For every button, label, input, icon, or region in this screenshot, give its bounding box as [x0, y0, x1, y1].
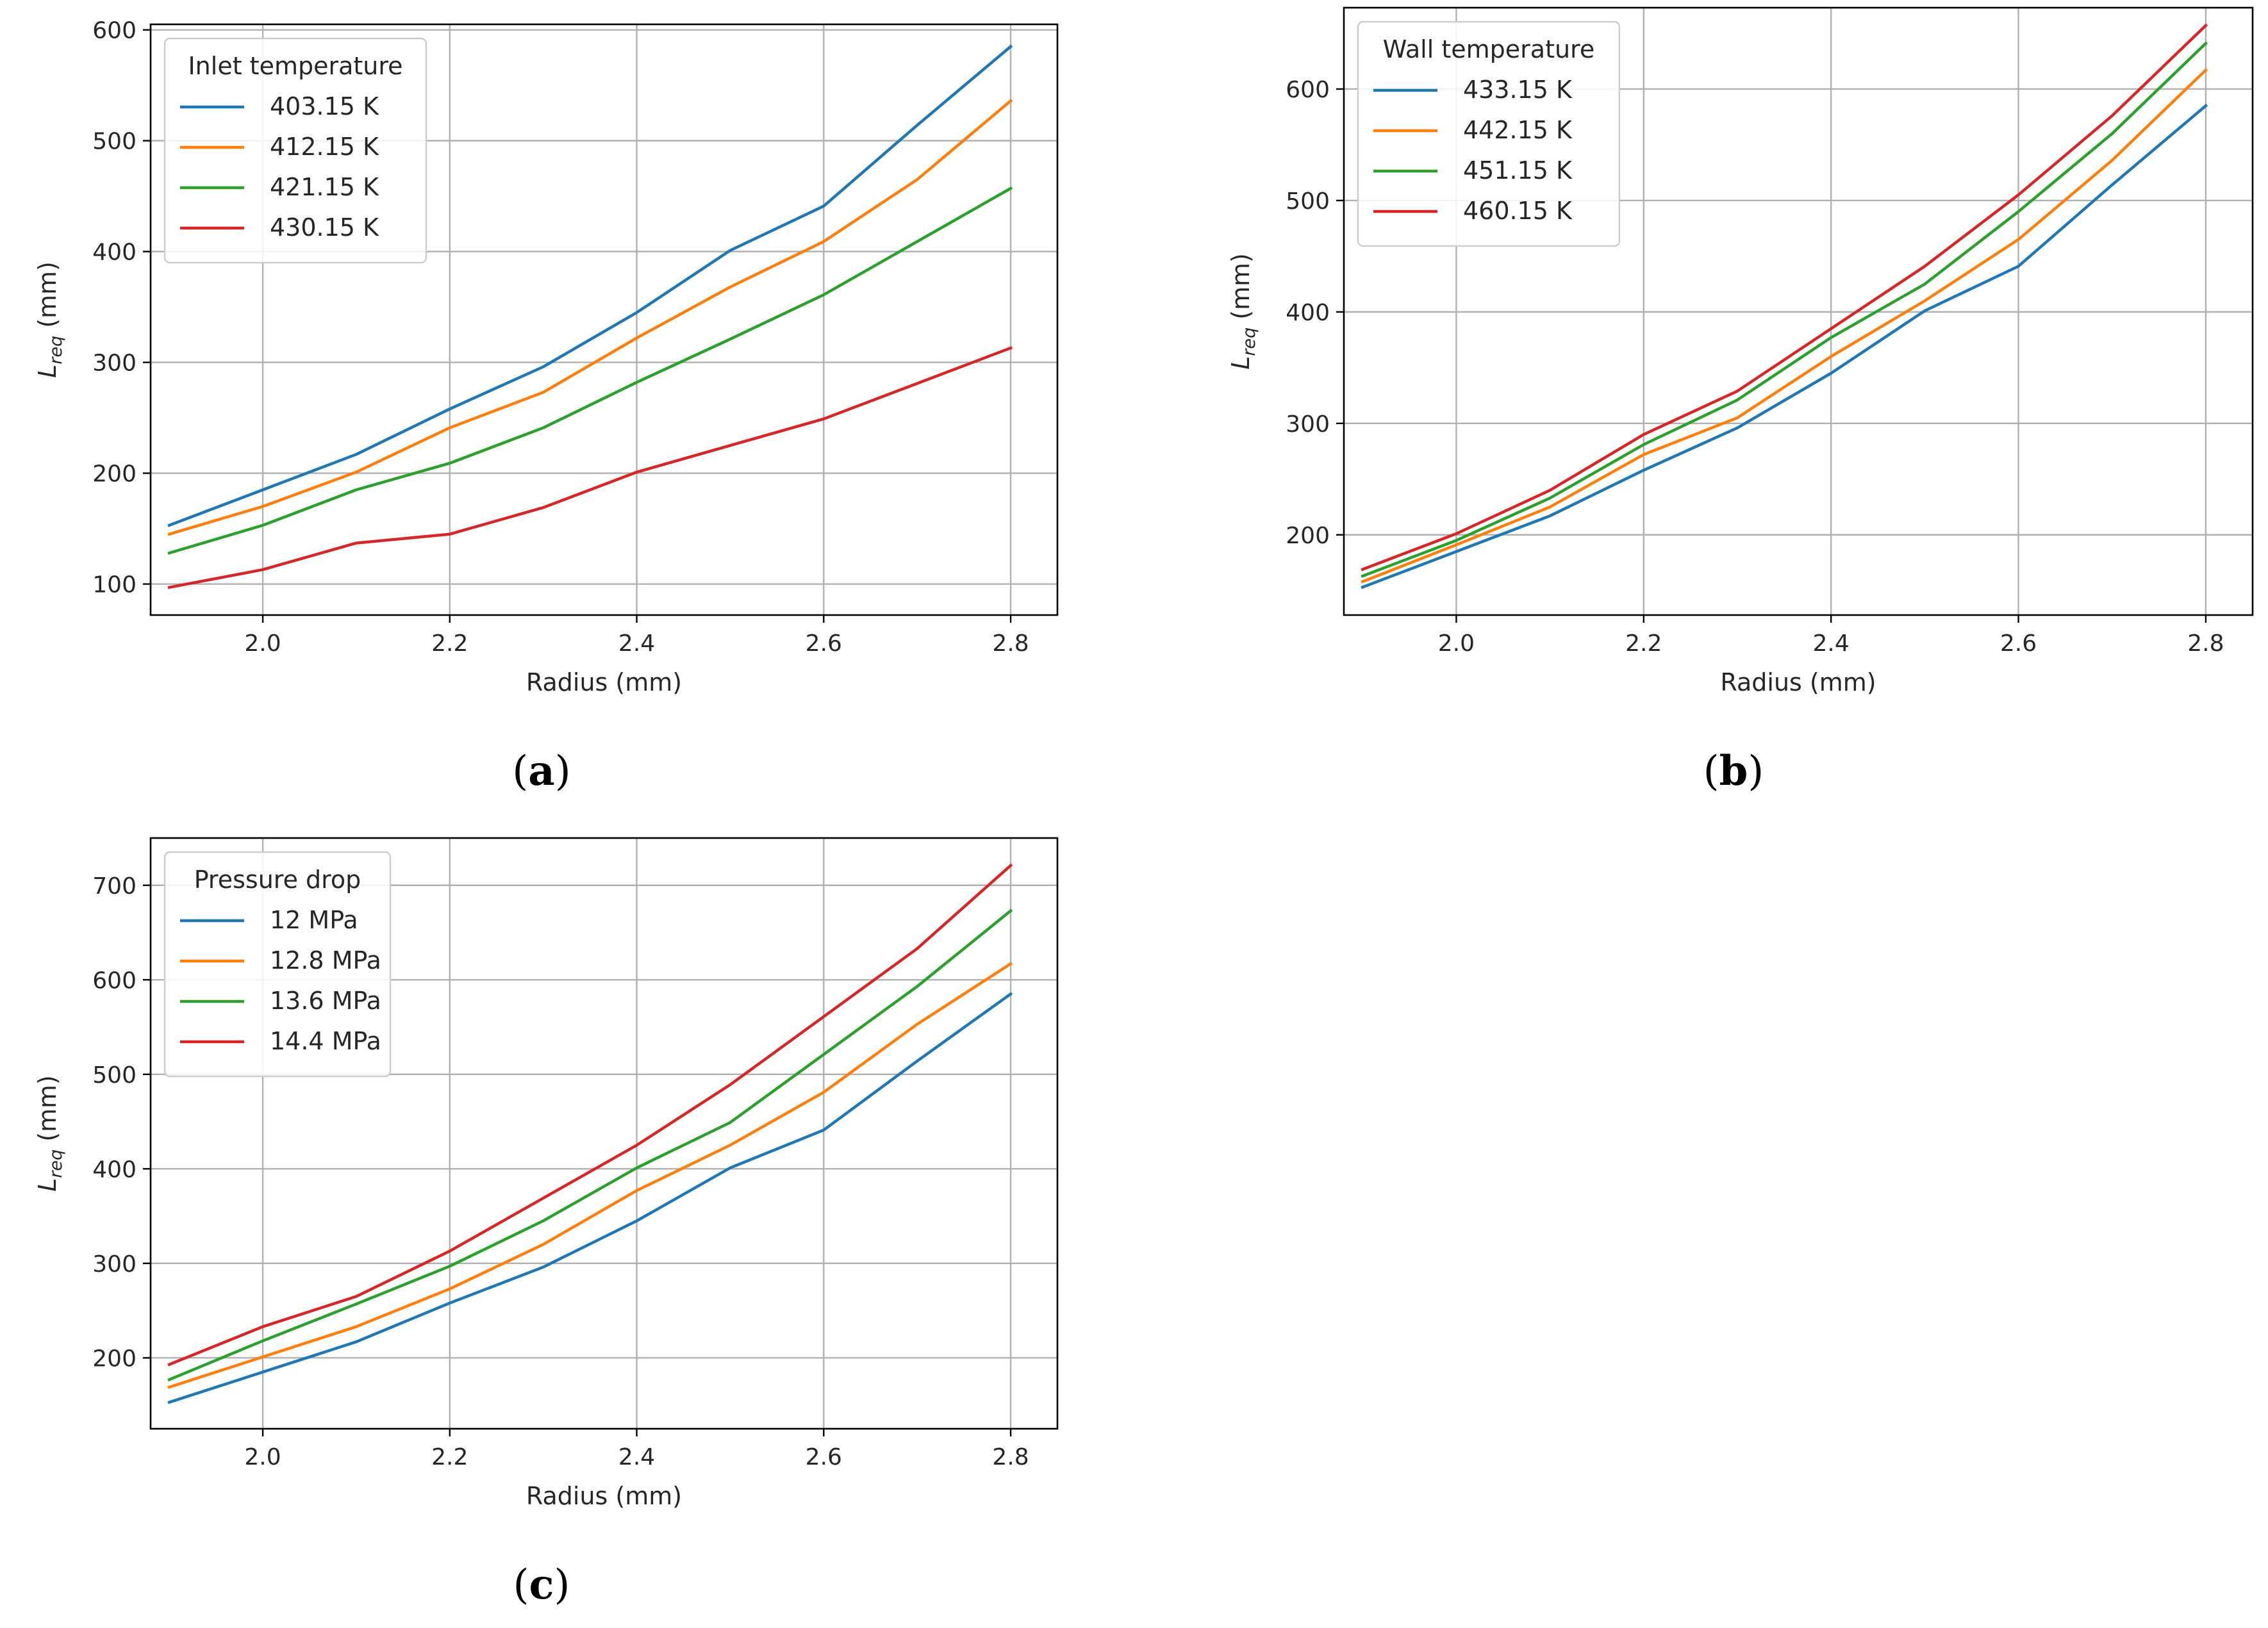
x-tick-label: 2.0 — [244, 630, 281, 657]
x-tick-label: 2.2 — [1625, 630, 1662, 657]
grid-a — [151, 24, 1057, 615]
series-line-421_15-K — [167, 186, 1013, 555]
series-line-442_15-K — [1361, 68, 2208, 584]
chart-b: 2.0 2.2 2.4 2.6 2.8 200 300 400 500 600 Radius (mm… — [1227, 6, 2254, 795]
series-line-13_6-MPa — [167, 909, 1013, 1382]
plot-frame — [149, 23, 1059, 616]
series-line-412_15-K — [167, 99, 1013, 536]
legend-box — [1357, 21, 1621, 247]
y-tick-label: 300 — [92, 350, 137, 377]
x-tick-label: 2.6 — [806, 1444, 842, 1470]
x-axis-label: Radius (mm) — [526, 1482, 682, 1510]
y-tick-label: 200 — [1286, 523, 1330, 549]
y-axis-label: Lreq (mm) — [33, 261, 66, 378]
panel-label: (c) — [513, 1561, 570, 1609]
x-tick-label: 2.4 — [1813, 630, 1850, 657]
legend-title: Inlet temperature — [188, 52, 402, 80]
legend-label: 12 MPa — [270, 906, 358, 934]
x-axis-a: 2.0 2.2 2.4 2.6 2.8 — [244, 615, 1029, 657]
legend-label: 421.15 K — [270, 173, 379, 201]
legend-title: Wall temperature — [1383, 35, 1594, 63]
series-line-451_15-K — [1361, 41, 2208, 579]
y-axis-a: 100 200 300 400 500 600 — [92, 18, 151, 598]
series-line-12-MPa — [167, 992, 1013, 1404]
grid-b — [1344, 8, 2253, 615]
legend-c: Pressure drop 12 MPa 12.8 MPa 13.6 MPa 14.4 … — [163, 851, 392, 1078]
x-axis-label: Radius (mm) — [1720, 668, 1876, 696]
x-axis-b: 2.0 2.2 2.4 2.6 2.8 — [1438, 615, 2224, 657]
y-axis-label: Lreq (mm) — [33, 1075, 66, 1192]
y-tick-label: 300 — [1286, 411, 1330, 438]
legend-label: 403.15 K — [270, 92, 379, 120]
x-tick-label: 2.8 — [2187, 630, 2224, 657]
series-group-a — [167, 44, 1013, 589]
y-tick-label: 200 — [92, 461, 137, 488]
series-line-12_8-MPa — [167, 962, 1013, 1389]
x-tick-label: 2.8 — [992, 1444, 1029, 1470]
y-tick-label: 400 — [1286, 300, 1330, 326]
y-tick-label: 400 — [92, 1156, 137, 1183]
chart-c: 2.0 2.2 2.4 2.6 2.8 200 300 400 500 600 700 Radius … — [33, 837, 1059, 1609]
series-group-c — [167, 863, 1013, 1404]
series-group-b — [1361, 23, 2208, 589]
legend-label: 12.8 MPa — [270, 946, 381, 974]
x-tick-label: 2.0 — [1438, 630, 1475, 657]
y-tick-label: 700 — [92, 873, 137, 900]
y-tick-label: 400 — [92, 240, 137, 266]
y-tick-label: 500 — [1286, 188, 1330, 215]
legend-label: 430.15 K — [270, 213, 379, 242]
legend-box — [163, 37, 427, 264]
x-tick-label: 2.4 — [618, 1444, 655, 1470]
x-tick-label: 2.0 — [244, 1444, 281, 1470]
y-tick-label: 600 — [92, 967, 137, 994]
plot-frame — [149, 837, 1059, 1430]
y-tick-label: 200 — [92, 1345, 137, 1372]
legend-label: 451.15 K — [1463, 156, 1573, 185]
y-tick-label: 300 — [92, 1251, 137, 1278]
legend-label: 460.15 K — [1463, 197, 1573, 225]
y-tick-label: 100 — [92, 572, 137, 598]
legend-b: Wall temperature 433.15 K 442.15 K 451.15 K… — [1357, 21, 1621, 247]
y-tick-label: 600 — [92, 18, 137, 44]
legend-label: 412.15 K — [270, 133, 379, 161]
y-tick-label: 500 — [92, 1062, 137, 1089]
x-axis-c: 2.0 2.2 2.4 2.6 2.8 — [244, 1429, 1029, 1470]
series-line-14_4-MPa — [167, 863, 1013, 1367]
legend-label: 13.6 MPa — [270, 987, 381, 1015]
legend-label: 442.15 K — [1463, 116, 1573, 144]
series-line-430_15-K — [167, 346, 1013, 589]
x-tick-label: 2.6 — [806, 630, 842, 657]
legend-label: 14.4 MPa — [270, 1027, 381, 1055]
series-line-433_15-K — [1361, 103, 2208, 589]
y-tick-label: 600 — [1286, 77, 1330, 103]
x-tick-label: 2.4 — [618, 630, 655, 657]
panel-label: (a) — [512, 747, 570, 795]
series-line-403_15-K — [167, 44, 1013, 527]
legend-box — [163, 851, 392, 1078]
y-axis-label: Lreq (mm) — [1227, 253, 1259, 370]
x-tick-label: 2.2 — [431, 1444, 468, 1470]
series-line-460_15-K — [1361, 23, 2208, 571]
legend-title: Pressure drop — [194, 866, 361, 894]
legend-label: 433.15 K — [1463, 76, 1573, 104]
chart-a: 2.0 2.2 2.4 2.6 2.8 100 200 300 400 500 600 Radius … — [33, 18, 1059, 795]
y-axis-b: 200 300 400 500 600 — [1286, 77, 1344, 549]
panel-label: (b) — [1703, 747, 1764, 795]
x-tick-label: 2.2 — [431, 630, 468, 657]
x-tick-label: 2.8 — [992, 630, 1029, 657]
y-tick-label: 500 — [92, 129, 137, 155]
y-axis-c: 200 300 400 500 600 700 — [92, 873, 151, 1372]
x-tick-label: 2.6 — [2000, 630, 2037, 657]
legend-a: Inlet temperature 403.15 K 412.15 K 421.15 … — [163, 37, 427, 264]
x-axis-label: Radius (mm) — [526, 668, 682, 696]
